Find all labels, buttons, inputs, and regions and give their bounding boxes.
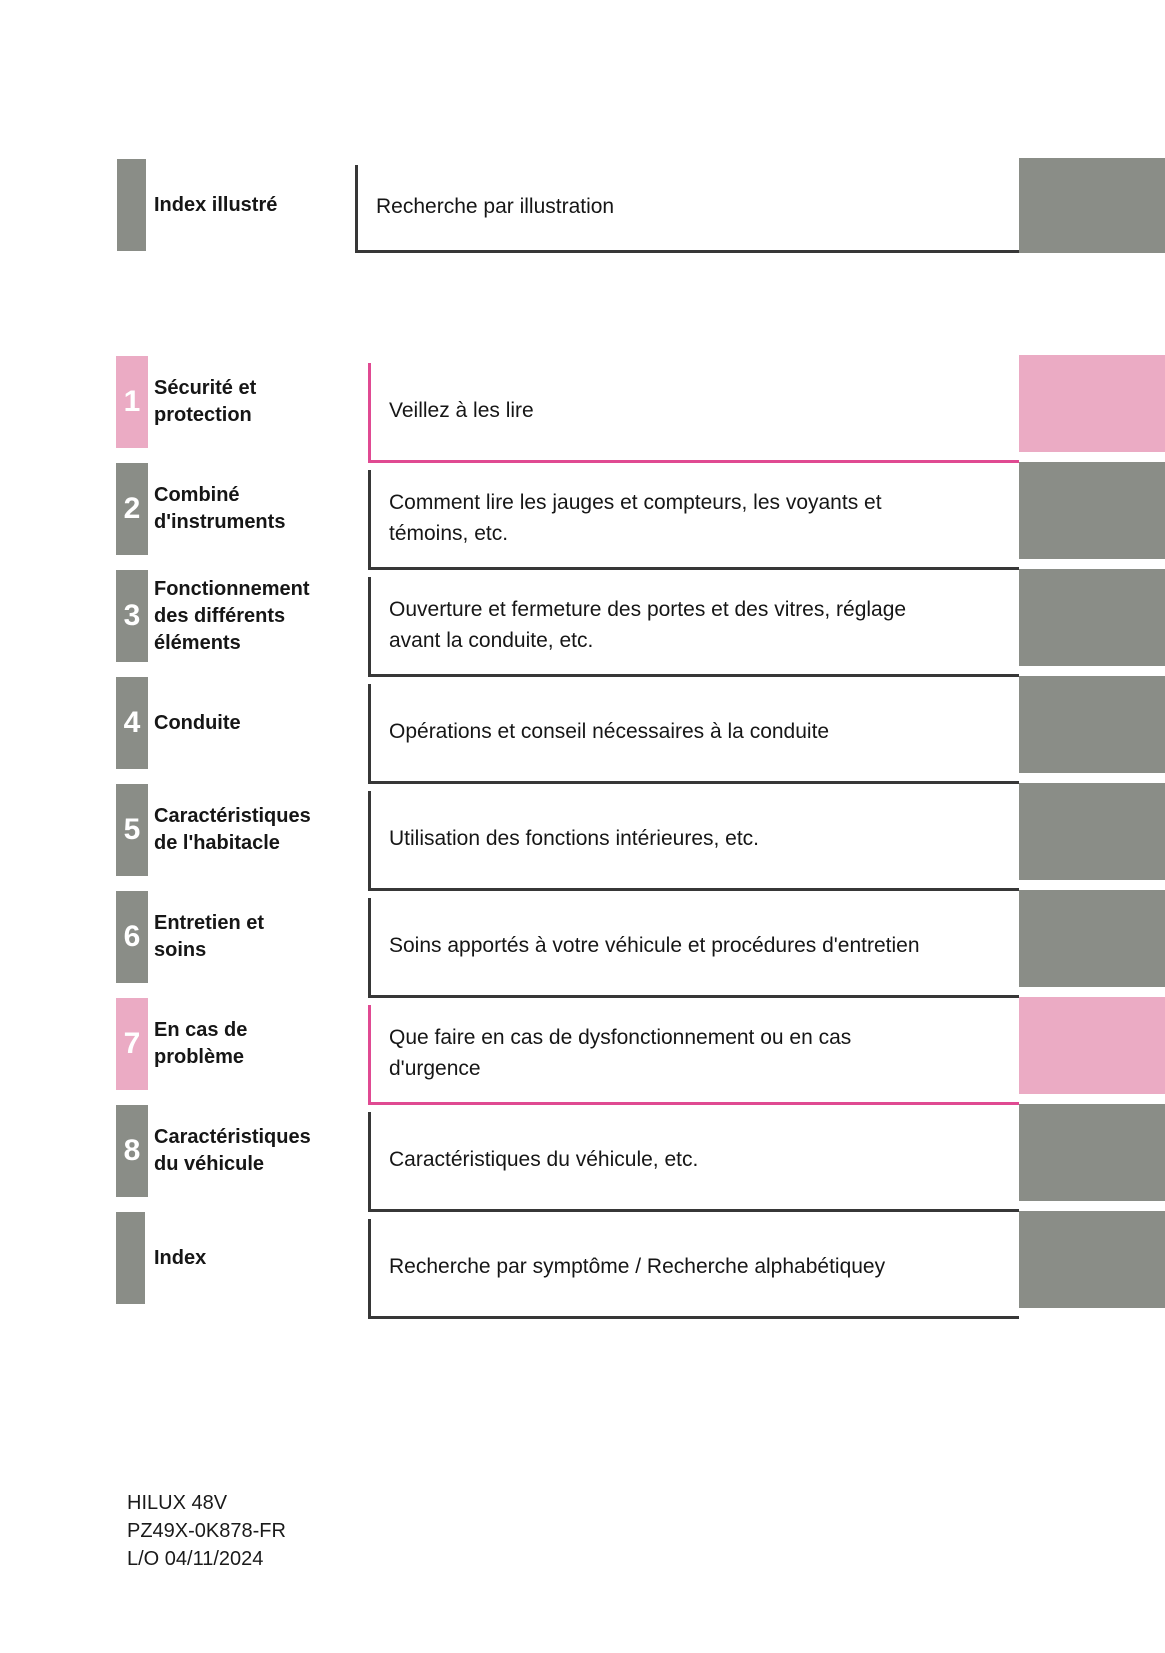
section-description: Recherche par illustration <box>376 195 615 219</box>
section-tab: 3 <box>116 570 148 662</box>
section-color-block <box>1019 890 1165 987</box>
section-label: Entretien et soins <box>154 912 265 961</box>
section-label: En cas de problème <box>154 1019 248 1068</box>
section-tab <box>117 159 146 251</box>
section-number: 4 <box>123 706 141 739</box>
section-tab: 6 <box>116 891 148 983</box>
toc-row-2: 2 Combiné d'instruments Comment lire les… <box>0 462 1165 570</box>
toc-row-8: 8 Caractéristiques du véhicule Caractéri… <box>0 1104 1165 1212</box>
publication-info: HILUX 48V PZ49X-0K878-FR L/O 04/11/2024 <box>127 1489 286 1573</box>
section-description-box: Soins apportés à votre véhicule et procé… <box>368 898 1019 998</box>
section-color-block <box>1019 158 1165 253</box>
section-label: Combiné d'instruments <box>154 484 286 533</box>
section-tab: 2 <box>116 463 148 555</box>
section-description-box: Que faire en cas de dysfonctionnement ou… <box>368 1005 1019 1105</box>
section-tab: 8 <box>116 1105 148 1197</box>
section-description-box: Caractéristiques du véhicule, etc. <box>368 1112 1019 1212</box>
section-description-box: Utilisation des fonctions intérieures, e… <box>368 791 1019 891</box>
model-name: HILUX 48V <box>127 1492 228 1514</box>
section-label: Sécurité et protection <box>154 377 257 426</box>
toc-row-3: 3 Fonctionnement des différents éléments… <box>0 569 1165 677</box>
section-label: Conduite <box>154 711 241 734</box>
toc-row-7: 7 En cas de problème Que faire en cas de… <box>0 997 1165 1105</box>
toc-row-index-illustre: Index illustré Recherche par illustratio… <box>0 158 1165 253</box>
layout-date: L/O 04/11/2024 <box>127 1548 264 1570</box>
section-label: Caractéristiques de l'habitacle <box>154 805 311 854</box>
section-description-box: Recherche par symptôme / Recherche alpha… <box>368 1219 1019 1319</box>
section-description: Opérations et conseil nécessaires à la c… <box>389 720 830 744</box>
section-tab: 4 <box>116 677 148 769</box>
toc-row-4: 4 Conduite Opérations et conseil nécessa… <box>0 676 1165 784</box>
section-description: Caractéristiques du véhicule, etc. <box>389 1148 699 1172</box>
section-color-block <box>1019 783 1165 880</box>
section-number: 2 <box>123 492 141 525</box>
section-label: Index illustré <box>154 193 278 216</box>
section-number: 8 <box>123 1134 141 1167</box>
section-color-block <box>1019 997 1165 1094</box>
section-description: Comment lire les jauges et compteurs, le… <box>389 491 882 545</box>
part-number: PZ49X-0K878-FR <box>127 1520 286 1542</box>
toc-row-5: 5 Caractéristiques de l'habitacle Utilis… <box>0 783 1165 891</box>
section-color-block <box>1019 355 1165 452</box>
section-description-box: Ouverture et fermeture des portes et des… <box>368 577 1019 677</box>
section-color-block <box>1019 1211 1165 1308</box>
section-number: 1 <box>123 385 141 418</box>
toc-row-1: 1 Sécurité et protection Veillez à les l… <box>0 355 1165 463</box>
section-number: 7 <box>123 1027 141 1060</box>
section-color-block <box>1019 462 1165 559</box>
section-description-box: Comment lire les jauges et compteurs, le… <box>368 470 1019 570</box>
section-number: 3 <box>123 599 141 632</box>
section-color-block <box>1019 1104 1165 1201</box>
section-description: Ouverture et fermeture des portes et des… <box>389 598 907 652</box>
section-description-box: Veillez à les lire <box>368 363 1019 463</box>
section-description: Veillez à les lire <box>389 399 534 423</box>
toc-row-index: Index Recherche par symptôme / Recherche… <box>0 1211 1165 1319</box>
section-label: Caractéristiques du véhicule <box>154 1126 311 1175</box>
section-tab <box>116 1212 145 1304</box>
section-description: Utilisation des fonctions intérieures, e… <box>389 827 760 851</box>
section-color-block <box>1019 569 1165 666</box>
section-description: Que faire en cas de dysfonctionnement ou… <box>389 1026 852 1080</box>
section-description: Recherche par symptôme / Recherche alpha… <box>389 1255 886 1279</box>
section-tab: 1 <box>116 356 148 448</box>
section-label: Fonctionnement des différents éléments <box>154 577 310 654</box>
section-number: 6 <box>123 920 141 953</box>
section-description: Soins apportés à votre véhicule et procé… <box>389 934 920 958</box>
toc-row-6: 6 Entretien et soins Soins apportés à vo… <box>0 890 1165 998</box>
section-tab: 7 <box>116 998 148 1090</box>
section-color-block <box>1019 676 1165 773</box>
section-description-box: Recherche par illustration <box>355 165 1019 253</box>
section-number: 5 <box>123 813 141 846</box>
section-label: Index <box>154 1246 207 1269</box>
section-description-box: Opérations et conseil nécessaires à la c… <box>368 684 1019 784</box>
section-tab: 5 <box>116 784 148 876</box>
